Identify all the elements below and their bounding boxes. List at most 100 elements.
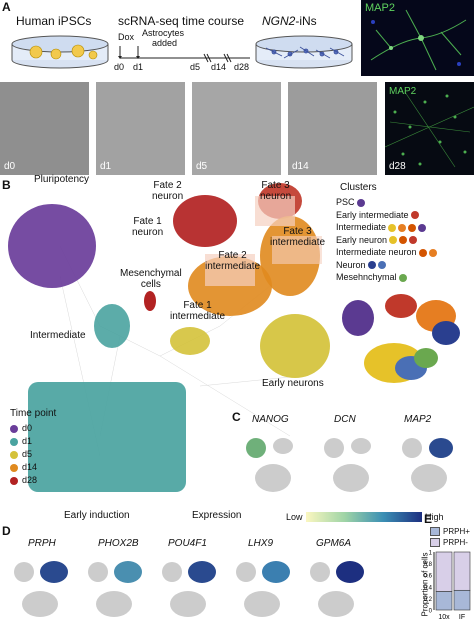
cluster-fate1-intermediate <box>170 327 210 355</box>
label-fate2-neuron: Fate 2 neuron <box>152 180 184 202</box>
panel-d-letter: D <box>2 524 11 538</box>
day-d0: d0 <box>114 62 125 72</box>
feature-plot-gpm6a <box>310 561 364 617</box>
label-early-induction: Early induction <box>64 510 130 521</box>
label-intermediate: Intermediate <box>30 330 86 341</box>
gene-pou4f1-label: POU4F1 <box>168 538 207 549</box>
feature-plots-d <box>14 561 364 617</box>
micrograph-d28: d28 MAP2 <box>385 82 474 175</box>
bar-IF-PRPH+ <box>453 589 471 611</box>
gene-dcn-label: DCN <box>334 414 356 425</box>
micrograph-d5-label: d5 <box>196 161 208 172</box>
cluster-legend-intermediate-neuron: Intermediate neuron <box>336 246 437 259</box>
bar-10x-PRPH+ <box>435 591 453 611</box>
bar-IF-PRPH- <box>453 551 471 591</box>
map2-label: MAP2 <box>365 2 395 14</box>
feature-plot-lhx9 <box>236 561 290 617</box>
feature-plot-map2 <box>402 438 453 492</box>
timeline-axis <box>118 46 250 63</box>
astrocytes-label-2: added <box>152 38 178 48</box>
ngn2-suffix: -iNs <box>295 14 317 28</box>
cluster-legend-early-intermediate: Early intermediate <box>336 209 437 222</box>
expression-high-label: High <box>425 512 444 522</box>
fate3-intermediate-highlight <box>272 236 322 264</box>
panel-c-letter: C <box>232 410 241 424</box>
y-tick-label: 0 <box>429 609 433 615</box>
timepoint-d1: d1 <box>10 435 37 448</box>
panel-b-letter: B <box>2 178 11 192</box>
label-fate2-intermediate: Fate 2 intermediate <box>205 250 261 272</box>
timecourse-label: scRNA-seq time course <box>118 14 245 28</box>
label-mesenchymal: Mesenchymal cells <box>120 268 182 290</box>
label-pluripotency: Pluripotency <box>34 174 90 185</box>
timepoint-legend: d0 d1 d5 d14 d28 <box>10 422 37 487</box>
gene-lhx9-label: LHX9 <box>248 538 274 549</box>
timepoint-d28: d28 <box>10 474 37 487</box>
umap-plot <box>8 183 330 492</box>
mini-umap-plot <box>342 294 460 383</box>
ngn2-label: NGN2-iNs <box>262 14 317 28</box>
gene-gpm6a-label: GPM6A <box>316 538 352 549</box>
cluster-fate2-neuron <box>173 195 237 247</box>
fate2-intermediate-highlight <box>205 254 255 286</box>
cluster-legend-mesenchymal: Mesehnchymal <box>336 271 437 284</box>
panel-a-letter: A <box>2 0 11 14</box>
astrocytes-label-1: Astrocytes <box>142 28 185 38</box>
bar-10x-PRPH- <box>435 551 453 592</box>
y-tick-label: 0.4 <box>424 585 433 591</box>
day-d28: d28 <box>234 62 250 72</box>
y-tick-label: 0.8 <box>424 562 433 568</box>
micrograph-d0: d0 <box>0 82 89 175</box>
micrograph-map2-label: MAP2 <box>389 86 417 97</box>
label-fate3-intermediate: Fate 3 intermediate <box>270 226 326 248</box>
legend-prph-pos: PRPH+ <box>430 526 470 537</box>
micrograph-d1: d1 <box>96 82 185 175</box>
micrograph-d14-label: d14 <box>292 161 309 172</box>
timepoint-d14: d14 <box>10 461 37 474</box>
cluster-pluripotency <box>8 204 96 288</box>
timepoint-d5: d5 <box>10 448 37 461</box>
feature-plot-nanog <box>246 438 293 492</box>
panel-e-legend: PRPH+ PRPH- <box>430 526 470 548</box>
feature-plots-c <box>246 438 453 492</box>
feature-plot-dcn <box>324 438 371 492</box>
cluster-mesenchymal <box>144 291 156 311</box>
cluster-early-neurons <box>260 314 330 378</box>
feature-plot-pou4f1 <box>162 561 216 617</box>
hipsc-label: Human iPSCs <box>16 14 92 28</box>
expression-low-label: Low <box>286 512 303 522</box>
expression-colorbar <box>306 512 422 522</box>
micrograph-d0-label: d0 <box>4 161 16 172</box>
micrograph-d14: d14 <box>288 82 377 175</box>
cluster-legend-early-neuron: Early neuron <box>336 234 437 247</box>
cluster-intermediate <box>94 304 130 348</box>
label-fate1-neuron: Fate 1 neuron <box>132 216 164 238</box>
timepoint-legend-title: Time point <box>10 408 57 419</box>
proportion-bar-chart: 0 0.2 0.4 0.6 0.8 1 10x IF <box>424 551 471 621</box>
micrograph-d28-label: d28 <box>389 161 406 172</box>
day-d1: d1 <box>133 62 144 72</box>
cluster-legend-psc: PSC <box>336 196 437 209</box>
expression-label: Expression <box>192 510 242 521</box>
label-fate1-intermediate: Fate 1 intermediate <box>170 300 226 322</box>
ngn2-dish-illustration <box>255 35 353 69</box>
gene-prph-label: PRPH <box>28 538 56 549</box>
day-d14: d14 <box>211 62 227 72</box>
feature-plot-prph <box>14 561 68 617</box>
clusters-legend: PSC Early intermediate Intermediate Earl… <box>336 196 437 284</box>
cluster-legend-intermediate: Intermediate <box>336 221 437 234</box>
y-tick-label: 0.6 <box>424 574 433 580</box>
hipsc-dish-illustration <box>11 35 109 69</box>
timepoint-d0: d0 <box>10 422 37 435</box>
label-fate3-neuron: Fate 3 neuron <box>260 180 292 202</box>
cluster-legend-neuron: Neuron <box>336 259 437 272</box>
gene-phox2b-label: PHOX2B <box>98 538 139 549</box>
fate3-neuron-highlight <box>255 196 295 226</box>
gene-map2-label: MAP2 <box>404 414 432 425</box>
cluster-early-induction <box>28 382 186 492</box>
gene-nanog-label: NANOG <box>252 414 289 425</box>
y-tick-label: 1 <box>429 551 433 557</box>
x-tick-label-IF: IF <box>459 614 465 621</box>
map2-fluorescence-image: MAP2 <box>361 0 474 76</box>
micrograph-d5: d5 <box>192 82 281 175</box>
